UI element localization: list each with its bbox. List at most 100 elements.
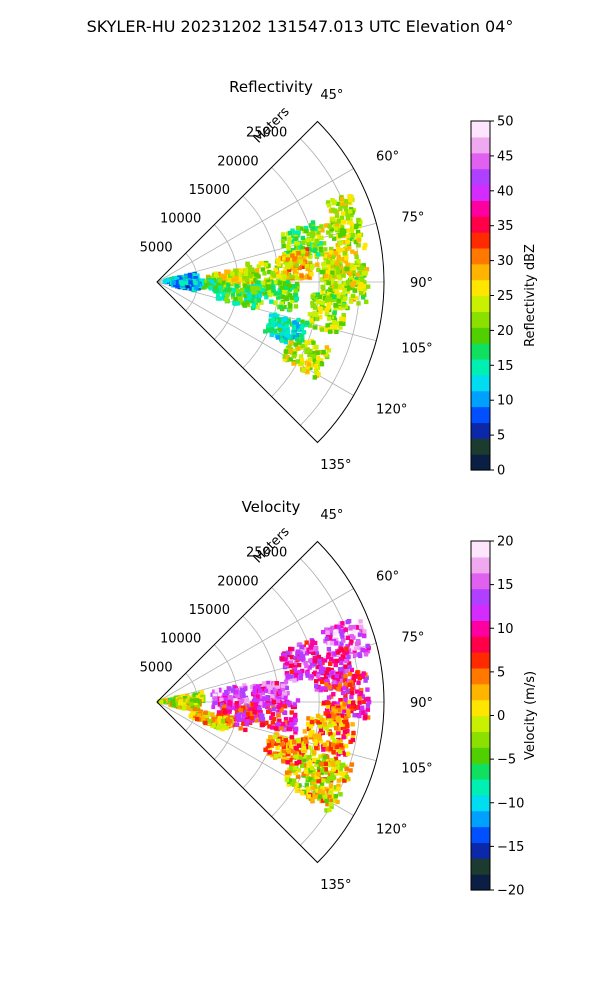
echo-bin: [353, 652, 358, 658]
echo-bin: [324, 327, 330, 333]
echo-bin: [251, 290, 257, 295]
echo-bin: [288, 260, 294, 266]
echo-bin: [289, 655, 295, 660]
echo-bin: [278, 334, 284, 340]
echo-bin: [327, 772, 333, 777]
colorbar-label: Velocity (m/s): [523, 671, 538, 760]
azimuth-tick-label: 60°: [376, 150, 399, 165]
colorbar-segment: [471, 343, 490, 360]
echo-bin: [238, 295, 243, 301]
echo-bin: [328, 790, 333, 795]
colorbar-segment: [471, 184, 490, 201]
echo-bin: [339, 201, 345, 206]
echo-bin: [324, 808, 329, 813]
echo-bin: [280, 270, 286, 275]
echo-bin: [326, 280, 331, 286]
echo-bin: [324, 670, 329, 675]
echo-bin: [249, 684, 255, 690]
echo-bin: [184, 273, 189, 279]
echo-bin: [323, 667, 329, 672]
echo-bin: [318, 665, 324, 671]
echo-bin: [326, 646, 332, 652]
echo-bin: [339, 647, 344, 652]
echo-bin: [245, 719, 250, 724]
colorbar-tick-label: −5: [497, 753, 516, 768]
echo-bin: [288, 726, 293, 732]
echo-bin: [181, 702, 186, 707]
echo-bin: [285, 279, 290, 284]
echo-bin: [219, 273, 224, 278]
echo-bin: [313, 739, 319, 744]
echo-bin: [332, 223, 337, 229]
echo-bin: [310, 798, 315, 803]
echo-bin: [349, 227, 355, 233]
echo-bin: [318, 306, 324, 312]
echo-bin: [242, 303, 248, 308]
echo-bin: [325, 700, 330, 706]
echo-bin: [300, 251, 305, 257]
echo-bin: [247, 264, 253, 270]
echo-bin: [273, 291, 278, 296]
echo-bin: [360, 277, 365, 282]
echo-bin: [334, 213, 340, 218]
colorbar-tick-label: −20: [497, 884, 524, 899]
echo-bin: [348, 233, 353, 238]
echo-bin: [341, 638, 346, 643]
echo-bin: [203, 720, 208, 726]
echo-bin: [331, 290, 336, 295]
echo-bin: [347, 194, 352, 200]
echo-bin: [308, 260, 313, 266]
echo-bin: [365, 715, 371, 720]
echo-bin: [300, 246, 306, 251]
echo-bin: [301, 257, 307, 262]
echo-bin: [313, 655, 318, 661]
echo-bin: [316, 771, 321, 777]
echo-bin: [228, 279, 233, 285]
echo-bin: [323, 686, 328, 691]
echo-bin: [346, 244, 352, 250]
echo-bin: [350, 734, 356, 739]
echo-bin: [331, 216, 336, 222]
echo-bin: [316, 371, 321, 377]
echo-bin: [166, 278, 171, 283]
echo-bin: [338, 725, 344, 731]
echo-bin: [366, 699, 372, 705]
echo-bin: [266, 323, 271, 328]
echo-bin: [289, 710, 294, 715]
echo-bin: [306, 786, 311, 792]
echo-bin: [275, 745, 280, 751]
echo-bin: [333, 709, 339, 714]
echo-bin: [334, 725, 339, 731]
range-tick-label: 25000: [246, 126, 287, 141]
colorbar-tick-label: 5: [497, 429, 505, 444]
echo-bin: [287, 771, 292, 776]
echo-bin: [274, 702, 280, 707]
echo-bin: [314, 687, 319, 692]
echo-bin: [321, 747, 326, 752]
echo-bin: [357, 675, 362, 681]
echo-bin: [293, 241, 299, 246]
echo-bin: [293, 304, 299, 309]
echo-bin: [277, 317, 282, 322]
colorbar-segment: [471, 874, 490, 891]
echo-bin: [340, 227, 345, 233]
echo-bin: [242, 686, 248, 691]
echo-bin: [351, 629, 356, 634]
echo-bin: [344, 646, 349, 651]
echo-bin: [316, 720, 321, 725]
colorbar-segment: [471, 438, 490, 455]
echo-bin: [321, 305, 327, 311]
echo-bin: [314, 651, 320, 656]
echo-bin: [253, 285, 258, 290]
echo-bin: [265, 279, 271, 284]
echo-bin: [353, 251, 358, 256]
echo-bin: [302, 275, 308, 280]
echo-bin: [294, 754, 299, 759]
echo-bin: [327, 329, 333, 334]
echo-bin: [322, 742, 327, 748]
echo-bin: [258, 300, 264, 305]
echo-bin: [239, 698, 245, 704]
echo-bin: [328, 731, 333, 737]
echo-bin: [260, 280, 266, 286]
echo-bin: [295, 652, 300, 658]
